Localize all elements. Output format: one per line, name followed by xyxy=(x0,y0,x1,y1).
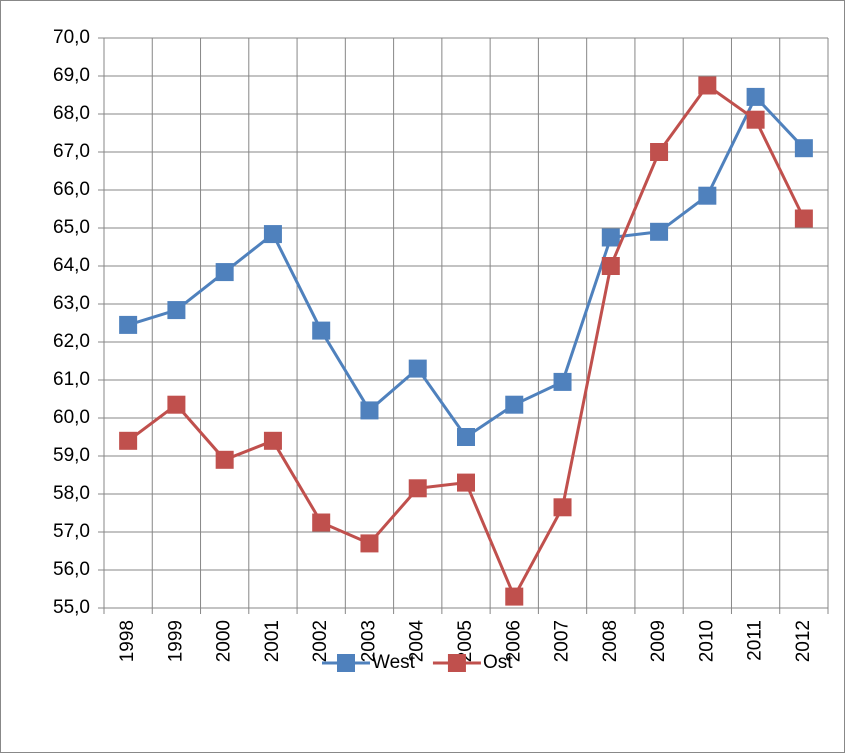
marker xyxy=(360,401,379,420)
marker xyxy=(457,428,475,446)
x-tick-label: 2000 xyxy=(214,620,235,662)
y-tick-label: 60,0 xyxy=(53,407,90,428)
marker xyxy=(794,139,813,158)
marker xyxy=(698,76,717,95)
marker xyxy=(360,534,379,553)
legend-label: Ost xyxy=(483,652,513,673)
marker xyxy=(650,222,669,241)
x-tick-label: 2010 xyxy=(696,620,717,662)
marker xyxy=(505,395,524,414)
marker xyxy=(794,209,813,228)
legend-marker xyxy=(447,654,466,672)
marker xyxy=(408,479,427,498)
marker xyxy=(457,473,475,492)
y-tick-label: 65,0 xyxy=(53,217,90,238)
x-tick-label: 2003 xyxy=(358,620,379,662)
y-tick-label: 64,0 xyxy=(53,255,90,276)
marker xyxy=(263,431,282,450)
y-tick-label: 55,0 xyxy=(53,597,90,618)
x-tick-label: 2001 xyxy=(262,620,283,662)
y-tick-label: 56,0 xyxy=(53,559,90,580)
x-tick-label: 2008 xyxy=(600,620,621,662)
marker xyxy=(650,143,669,161)
x-tick-label: 2004 xyxy=(407,620,428,663)
marker xyxy=(408,359,427,378)
x-tick-label: 1999 xyxy=(165,620,186,662)
legend-label: West xyxy=(372,652,416,673)
marker xyxy=(215,450,234,469)
marker xyxy=(505,587,524,606)
y-tick-label: 58,0 xyxy=(53,483,90,504)
x-tick-label: 2012 xyxy=(793,620,814,662)
marker xyxy=(553,498,572,517)
marker xyxy=(601,257,620,275)
x-tick-label: 2006 xyxy=(503,620,524,662)
y-tick-label: 69,0 xyxy=(53,65,90,86)
y-tick-label: 70,0 xyxy=(53,27,90,48)
x-tick-label: 1998 xyxy=(117,620,138,662)
y-tick-label: 67,0 xyxy=(53,141,90,162)
marker xyxy=(312,321,331,340)
marker xyxy=(601,228,620,247)
marker xyxy=(119,315,138,334)
marker xyxy=(119,431,138,450)
x-tick-label: 2011 xyxy=(745,620,766,661)
x-tick-label: 2007 xyxy=(552,620,573,662)
y-tick-label: 57,0 xyxy=(53,521,90,542)
marker xyxy=(167,395,186,414)
marker xyxy=(263,225,282,244)
marker xyxy=(553,372,572,391)
marker xyxy=(167,301,186,320)
marker xyxy=(215,263,234,282)
y-tick-label: 61,0 xyxy=(53,369,90,390)
y-tick-label: 66,0 xyxy=(53,179,90,200)
y-tick-label: 68,0 xyxy=(53,103,90,124)
marker xyxy=(312,513,331,532)
y-tick-label: 63,0 xyxy=(53,293,90,314)
x-tick-label: 2002 xyxy=(310,620,331,662)
y-tick-label: 62,0 xyxy=(53,331,90,352)
marker xyxy=(746,110,765,129)
marker xyxy=(698,186,717,205)
x-tick-label: 2009 xyxy=(648,620,669,662)
marker xyxy=(746,87,765,106)
legend-marker xyxy=(337,654,355,672)
x-tick-label: 2005 xyxy=(455,620,476,662)
y-tick-label: 59,0 xyxy=(53,445,90,466)
